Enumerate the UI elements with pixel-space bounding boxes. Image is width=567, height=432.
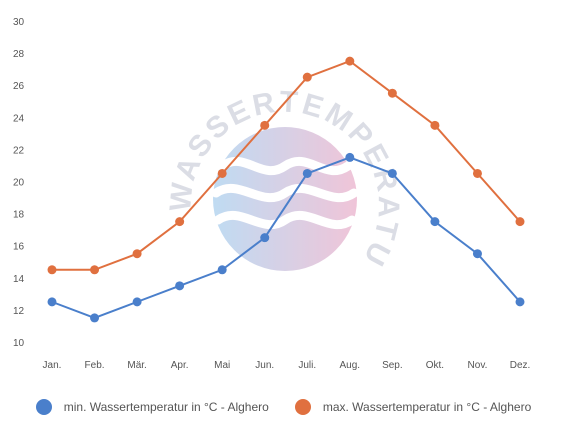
data-point [175, 281, 185, 291]
x-tick-label: Jan. [43, 360, 62, 371]
y-tick-label: 16 [13, 242, 25, 253]
y-tick-label: 24 [13, 113, 25, 124]
x-tick-label: Mär. [127, 360, 146, 371]
x-tick-label: Jun. [255, 360, 274, 371]
data-point [217, 168, 227, 178]
series-line-1 [51, 156, 521, 319]
data-point [472, 168, 482, 178]
data-point [430, 217, 440, 227]
y-tick-label: 28 [13, 49, 25, 60]
y-tick-label: 10 [13, 338, 25, 349]
x-tick-label: Aug. [340, 360, 361, 371]
data-point [47, 297, 57, 307]
y-tick-label: 18 [13, 210, 25, 221]
x-tick-label: Dez. [510, 360, 531, 371]
legend-marker [294, 399, 311, 415]
data-point [217, 265, 227, 275]
y-tick-label: 20 [13, 178, 25, 189]
data-point [302, 72, 312, 82]
y-axis: 10 12 14 16 18 20 22 24 26 28 30 [13, 17, 25, 349]
y-tick-label: 30 [13, 17, 25, 28]
data-point [90, 265, 100, 275]
series-layer [47, 56, 525, 323]
watermark-logo: WASSERTEMPERATUR.ORG [0, 0, 402, 273]
x-axis: Jan. Feb. Mär. Apr. Mai Jun. Juli. Aug. Sep. Okt.… [43, 360, 531, 371]
legend-item-1: min. Wassertemperatur in °C - Alghero [35, 399, 269, 415]
x-tick-label: Juli. [298, 360, 316, 371]
data-point [515, 297, 525, 307]
data-point [515, 217, 525, 227]
data-point [132, 297, 142, 307]
data-point [260, 120, 270, 130]
chart-legend: min. Wassertemperatur in °C - Alghero max… [0, 394, 567, 420]
data-point [175, 217, 185, 227]
x-tick-label: Nov. [468, 360, 488, 371]
data-point [132, 249, 142, 259]
y-tick-label: 22 [13, 145, 25, 156]
data-point [302, 168, 312, 178]
x-tick-label: Okt. [426, 360, 444, 371]
data-point [387, 168, 397, 178]
data-point [345, 152, 355, 162]
x-tick-label: Sep. [382, 360, 403, 371]
data-point [387, 88, 397, 98]
line-chart: WASSERTEMPERATUR.ORG 10 12 14 16 18 20 22 24 26 2… [0, 0, 531, 371]
x-tick-label: Feb. [85, 360, 105, 371]
x-tick-label: Mai [214, 360, 230, 371]
series-line-2 [52, 59, 521, 271]
y-tick-label: 14 [13, 274, 25, 285]
legend-marker [35, 399, 52, 415]
y-tick-label: 26 [13, 81, 25, 92]
data-point [90, 313, 100, 323]
legend-item-2: max. Wassertemperatur in °C - Alghero [294, 399, 532, 415]
y-tick-label: 12 [13, 306, 25, 317]
data-point [47, 265, 57, 275]
legend-label: max. Wassertemperatur in °C - Alghero [322, 400, 532, 414]
x-tick-label: Apr. [171, 360, 189, 371]
data-point [472, 249, 482, 259]
data-point [345, 56, 355, 66]
data-point [430, 120, 440, 130]
data-point [260, 233, 270, 243]
legend-label: min. Wassertemperatur in °C - Alghero [63, 400, 269, 414]
